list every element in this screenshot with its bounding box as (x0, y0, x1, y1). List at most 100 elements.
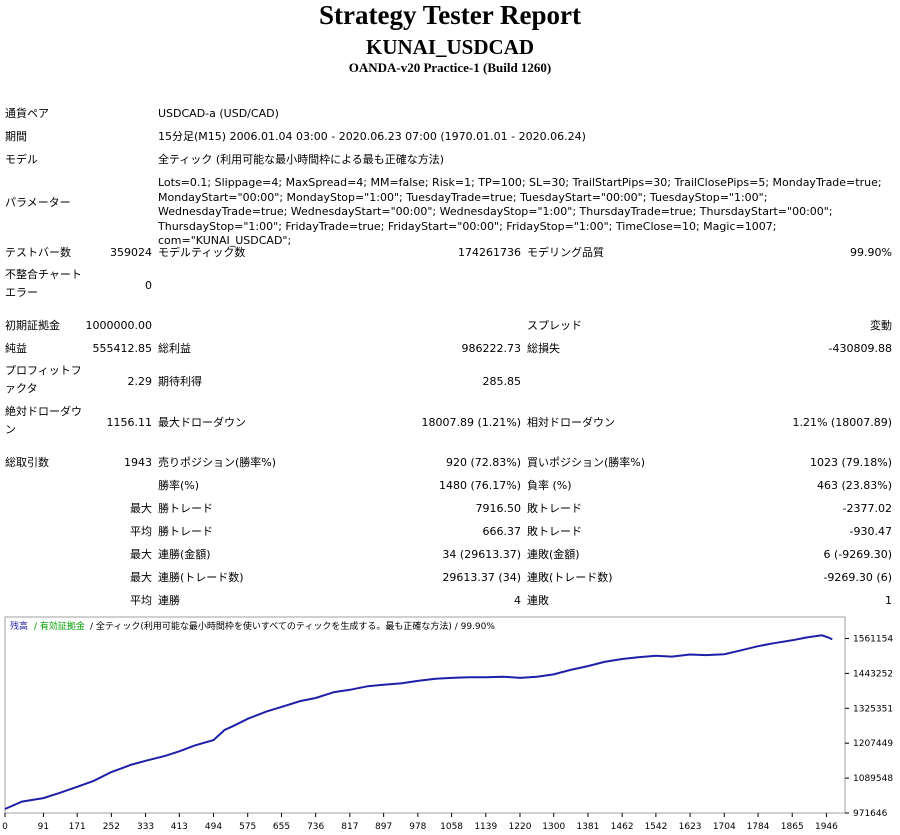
symbol-label: 通貨ペア (5, 107, 49, 120)
net-value: 555412.85 (92, 342, 153, 355)
avg-win-label: 勝トレード (158, 525, 213, 538)
y-tick-label: 1207449 (853, 739, 893, 749)
ea-name: KUNAI_USDCAD (365, 35, 534, 59)
expected-value: 285.85 (482, 375, 522, 388)
largest-win-label: 勝トレード (158, 502, 213, 515)
cons-wins-money-value: 34 (29613.37) (442, 548, 521, 561)
y-tick-label: 1561154 (853, 634, 893, 644)
trades-label: 総取引数 (5, 456, 49, 469)
avg-win-value: 666.37 (482, 525, 522, 538)
avg-cons-wins-value: 4 (514, 594, 521, 607)
avg-cons-loss-value: 1 (885, 594, 892, 607)
ticks-label: モデルティック数 (158, 246, 246, 259)
legend-rest: / 全ティック(利用可能な最小時間枠を使いすべてのティックを生成する。最も正確な… (90, 620, 495, 632)
mismatch-value: 0 (145, 279, 152, 292)
spread-value: 変動 (870, 319, 892, 332)
cons-wins-trades-label: 連勝(トレード数) (158, 571, 244, 584)
avg-loss-value: -930.47 (849, 525, 892, 538)
net-label: 純益 (5, 342, 27, 355)
y-tick-label: 1443252 (853, 669, 893, 679)
x-tick-label: 91 (38, 822, 49, 832)
cons-loss-trades-value: -9269.30 (6) (823, 571, 892, 584)
cons-loss-money-value: 6 (-9269.30) (823, 548, 892, 561)
x-tick-label: 1784 (747, 822, 770, 832)
x-tick-label: 252 (103, 822, 120, 832)
win-label: 勝率(%) (158, 479, 200, 492)
long-label: 買いポジション(勝率%) (527, 456, 646, 469)
report-title: Strategy Tester Report (319, 0, 581, 30)
deposit-label: 初期証拠金 (5, 319, 60, 332)
x-tick-label: 1220 (509, 822, 532, 832)
abs-dd-value: 1156.11 (106, 416, 153, 429)
x-tick-label: 1865 (781, 822, 804, 832)
x-tick-label: 171 (69, 822, 86, 832)
balance-chart: 残高 / 有効証拠金 / 全ティック(利用可能な最小時間枠を使いすべてのティック… (2, 616, 893, 832)
series-line-balance (4, 634, 833, 810)
x-tick-label: 0 (2, 822, 8, 832)
cons-wins-money-label: 連勝(金額) (158, 548, 211, 561)
rel-dd-label: 相対ドローダウン (527, 416, 615, 429)
trades-value: 1943 (124, 456, 152, 469)
deposit-value: 1000000.00 (85, 319, 152, 332)
model-value: 全ティック (利用可能な最小時間枠による最も正確な方法) (158, 153, 445, 166)
cons-wins-trades-value: 29613.37 (34) (442, 571, 521, 584)
quality-value: 99.90% (850, 246, 892, 259)
max-word: 最大 (130, 548, 152, 561)
avg-loss-label: 敗トレード (527, 525, 582, 538)
gross-loss-value: -430809.88 (828, 342, 892, 355)
x-tick-label: 1300 (542, 822, 565, 832)
avg-word: 平均 (130, 525, 152, 538)
legend-balance: 残高 (10, 620, 28, 632)
x-tick-label: 1704 (713, 822, 736, 832)
bars-value: 359024 (110, 246, 152, 259)
period-value: 15分足(M15) 2006.01.04 03:00 - 2020.06.23 … (158, 130, 586, 143)
short-value: 920 (72.83%) (445, 456, 521, 469)
x-tick-label: 817 (341, 822, 358, 832)
x-tick-label: 333 (137, 822, 154, 832)
avg-cons-loss-label: 連敗 (527, 594, 549, 607)
max-word: 最大 (130, 571, 152, 584)
short-label: 売りポジション(勝率%) (158, 456, 277, 469)
max-dd-label: 最大ドローダウン (158, 416, 246, 429)
avg-cons-wins-label: 連勝 (158, 594, 180, 607)
spread-label: スプレッド (527, 319, 582, 332)
largest-loss-label: 敗トレード (527, 502, 582, 515)
gross-profit-value: 986222.73 (461, 342, 522, 355)
max-word: 最大 (130, 502, 152, 515)
long-value: 1023 (79.18%) (809, 456, 892, 469)
x-tick-label: 494 (205, 822, 222, 832)
gross-loss-label: 総損失 (527, 342, 560, 355)
abs-dd-label: 絶対ドローダウン (5, 405, 82, 436)
loss-label: 負率 (%) (527, 479, 572, 492)
largest-loss-value: -2377.02 (842, 502, 892, 515)
x-tick-label: 1462 (611, 822, 634, 832)
symbol-value: USDCAD-a (USD/CAD) (158, 107, 279, 120)
x-tick-label: 1623 (679, 822, 702, 832)
loss-value: 463 (23.83%) (816, 479, 892, 492)
x-tick-label: 1139 (474, 822, 497, 832)
pf-label: プロフィットファクタ (5, 364, 82, 395)
params-label: パラメーター (5, 196, 71, 209)
chart-plot-area (4, 616, 846, 814)
x-tick-label: 1058 (440, 822, 463, 832)
legend-equity: / 有効証拠金 (34, 620, 85, 632)
rel-dd-value: 1.21% (18007.89) (792, 416, 892, 429)
avg-word: 平均 (130, 594, 152, 607)
x-tick-label: 655 (273, 822, 290, 832)
x-tick-label: 1381 (576, 822, 599, 832)
largest-win-value: 7916.50 (475, 502, 522, 515)
win-value: 1480 (76.17%) (438, 479, 521, 492)
x-tick-label: 413 (171, 822, 188, 832)
cons-loss-trades-label: 連敗(トレード数) (527, 571, 613, 584)
period-label: 期間 (5, 130, 27, 143)
x-tick-label: 736 (307, 822, 324, 832)
x-tick-label: 1946 (815, 822, 838, 832)
x-tick-label: 575 (239, 822, 256, 832)
x-tick-label: 978 (409, 822, 426, 832)
y-tick-label: 1325351 (853, 704, 893, 714)
expected-label: 期待利得 (158, 375, 202, 388)
server-name: OANDA-v20 Practice-1 (Build 1260) (348, 60, 552, 75)
max-dd-value: 18007.89 (1.21%) (421, 416, 521, 429)
model-label: モデル (5, 153, 38, 166)
quality-label: モデリング品質 (527, 246, 604, 259)
